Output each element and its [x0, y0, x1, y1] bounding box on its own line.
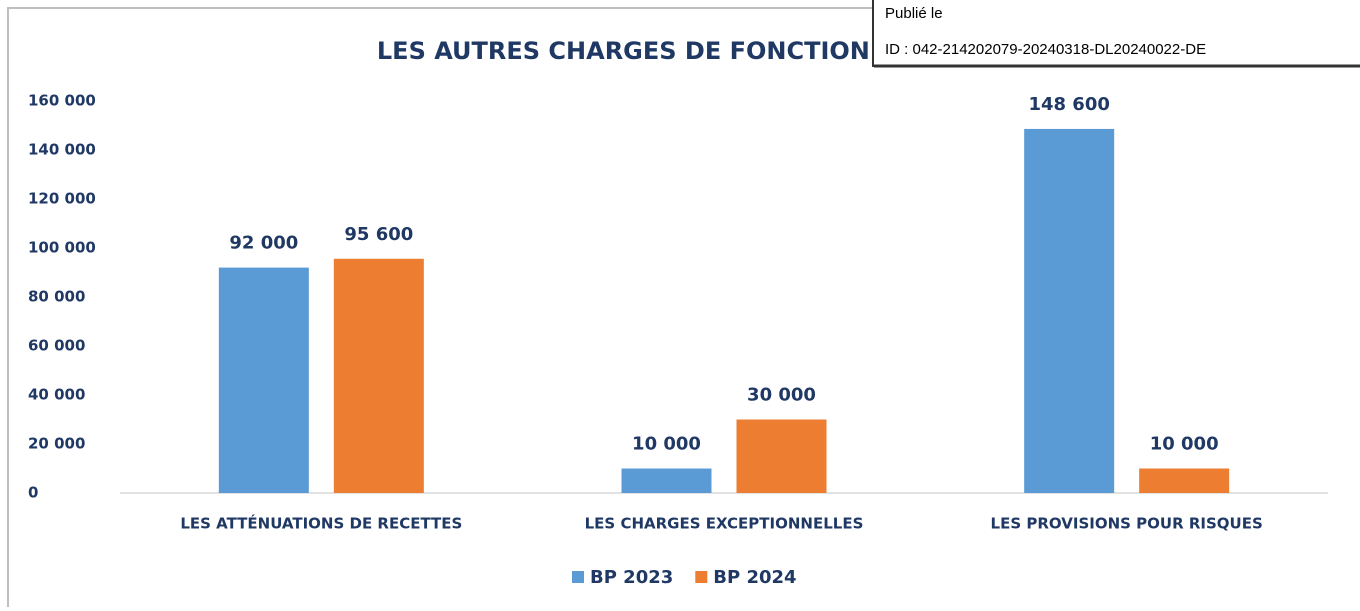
- bar: [218, 267, 309, 493]
- y-tick-label: 60 000: [28, 337, 85, 355]
- y-tick-label: 40 000: [28, 386, 85, 404]
- bar: [621, 468, 712, 493]
- stamp-text: Publié le: [885, 5, 943, 22]
- y-tick-label: 80 000: [28, 288, 85, 306]
- x-tick-label: LES CHARGES EXCEPTIONNELLES: [585, 515, 864, 533]
- bar: [1139, 468, 1230, 493]
- data-label: 148 600: [1028, 94, 1109, 115]
- legend-swatch: [695, 571, 708, 583]
- stamp-text: ID : 042-214202079-20240318-DL20240022-D…: [885, 41, 1206, 58]
- bar: [736, 419, 827, 493]
- data-label: 10 000: [1150, 434, 1219, 455]
- data-label: 30 000: [747, 385, 816, 406]
- y-tick-label: 20 000: [28, 435, 85, 453]
- y-tick-label: 160 000: [28, 92, 96, 110]
- y-tick-label: 140 000: [28, 141, 96, 159]
- bar: [333, 258, 424, 493]
- y-tick-label: 100 000: [28, 239, 96, 257]
- legend-label: BP 2024: [713, 567, 796, 588]
- legend-swatch: [572, 571, 584, 583]
- data-label: 92 000: [229, 233, 298, 254]
- x-tick-label: LES PROVISIONS POUR RISQUES: [991, 515, 1263, 533]
- y-tick-label: 120 000: [28, 190, 96, 208]
- bar: [1024, 128, 1115, 493]
- data-label: 10 000: [632, 434, 701, 455]
- data-label: 95 600: [344, 224, 413, 245]
- legend-label: BP 2023: [590, 567, 673, 588]
- x-tick-label: LES ATTÉNUATIONS DE RECETTES: [180, 514, 462, 533]
- y-tick-label: 0: [28, 484, 38, 502]
